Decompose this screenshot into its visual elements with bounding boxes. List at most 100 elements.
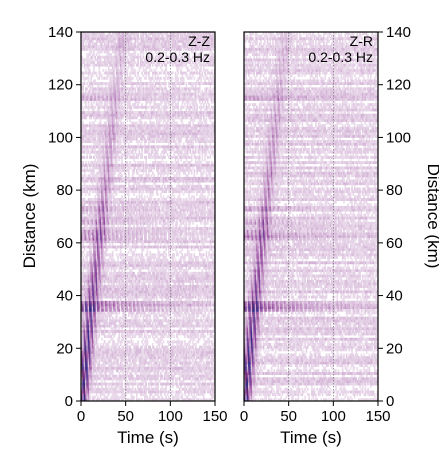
heatmap-cell: [192, 282, 194, 286]
heatmap-cell: [192, 335, 194, 339]
heatmap-cell: [168, 300, 170, 304]
heatmap-cell: [212, 343, 214, 346]
heatmap-cell: [82, 298, 84, 302]
heatmap-cell: [135, 321, 138, 325]
heatmap-cell: [157, 308, 160, 312]
heatmap-cell: [142, 348, 145, 352]
heatmap-cell: [192, 350, 194, 354]
heatmap-cell: [146, 369, 149, 373]
heatmap-cell: [111, 290, 114, 294]
heatmap-cell: [131, 298, 134, 302]
heatmap-cell: [138, 282, 141, 286]
heatmap-cell: [156, 379, 158, 383]
heatmap-cell: [98, 350, 101, 354]
heatmap-cell: [121, 242, 123, 246]
heatmap-cell: [184, 240, 186, 244]
heatmap-cell: [130, 329, 133, 333]
heatmap-cell: [189, 340, 192, 344]
heatmap-cell: [99, 258, 102, 262]
heatmap-cell: [122, 245, 125, 249]
heatmap-cell: [89, 290, 91, 294]
heatmap-cell: [193, 253, 196, 257]
heatmap-cell: [205, 348, 208, 352]
heatmap-cell: [99, 319, 102, 323]
heatmap-cell: [188, 329, 190, 333]
heatmap-cell: [149, 372, 151, 375]
heatmap-cell: [97, 277, 99, 281]
heatmap-cell: [173, 358, 176, 362]
heatmap-cell: [82, 364, 84, 368]
heatmap-cell: [99, 327, 102, 331]
heatmap-cell: [83, 266, 86, 270]
heatmap-cell: [89, 350, 91, 354]
heatmap-cell: [156, 269, 158, 273]
heatmap-cell: [102, 285, 105, 288]
heatmap-cell: [186, 306, 189, 310]
heatmap-cell: [170, 303, 173, 307]
heatmap-cell: [209, 253, 212, 257]
heatmap-cell: [81, 345, 83, 349]
heatmap-cell: [86, 295, 88, 299]
heatmap-cell: [145, 263, 147, 267]
heatmap-cell: [131, 329, 134, 333]
heatmap-cell: [113, 266, 115, 270]
heatmap-cell: [176, 348, 178, 352]
heatmap-cell: [118, 398, 121, 401]
heatmap-cell: [184, 398, 186, 401]
heatmap-cell: [83, 343, 86, 346]
heatmap-cell: [127, 340, 130, 344]
heatmap-cell: [111, 274, 114, 278]
heatmap-cell: [168, 253, 170, 257]
heatmap-cell: [172, 343, 174, 346]
heatmap-cell: [81, 316, 83, 320]
heatmap-cell: [83, 374, 86, 378]
heatmap-cell: [141, 398, 143, 401]
heatmap-cell: [135, 393, 138, 397]
heatmap-cell: [99, 377, 102, 381]
heatmap-cell: [161, 245, 164, 249]
heatmap-cell: [138, 335, 141, 339]
heatmap-cell: [102, 350, 105, 354]
heatmap-cell: [139, 292, 142, 296]
heatmap-cell: [81, 335, 83, 339]
heatmap-cell: [123, 237, 126, 241]
heatmap-cell: [180, 372, 182, 375]
heatmap-cell: [90, 353, 93, 357]
heatmap-cell: [142, 256, 145, 259]
heatmap-cell: [133, 242, 135, 246]
heatmap-cell: [180, 242, 182, 246]
heatmap-cell: [198, 337, 201, 341]
heatmap-cell: [127, 345, 130, 349]
heatmap-cell: [184, 300, 186, 304]
heatmap-cell: [165, 306, 168, 310]
heatmap-cell: [149, 277, 151, 281]
heatmap-cell: [131, 261, 134, 265]
heatmap-cell: [138, 364, 141, 368]
heatmap-cell: [161, 319, 164, 323]
heatmap-cell: [115, 398, 118, 401]
heatmap-cell: [94, 329, 97, 333]
heatmap-cell: [170, 279, 173, 283]
heatmap-cell: [160, 261, 162, 265]
heatmap-cell: [130, 295, 133, 299]
heatmap-cell: [205, 327, 208, 331]
heatmap-cell: [212, 369, 214, 373]
heatmap-cell: [162, 282, 165, 286]
heatmap-cell: [170, 245, 173, 249]
heatmap-cell: [134, 306, 137, 310]
heatmap-cell: [82, 385, 84, 389]
heatmap-cell: [90, 316, 93, 320]
heatmap-cell: [139, 240, 142, 244]
heatmap-cell: [209, 256, 212, 259]
heatmap-cell: [110, 321, 113, 325]
heatmap-cell: [135, 348, 138, 352]
heatmap-cell: [143, 261, 146, 265]
heatmap-cell: [182, 261, 185, 265]
heatmap-cell: [197, 321, 200, 325]
heatmap-cell: [213, 353, 215, 357]
heatmap-cell: [121, 292, 123, 296]
heatmap-cell: [119, 353, 122, 357]
heatmap-cell: [94, 269, 97, 273]
heatmap-cell: [89, 353, 91, 357]
heatmap-cell: [107, 314, 110, 317]
